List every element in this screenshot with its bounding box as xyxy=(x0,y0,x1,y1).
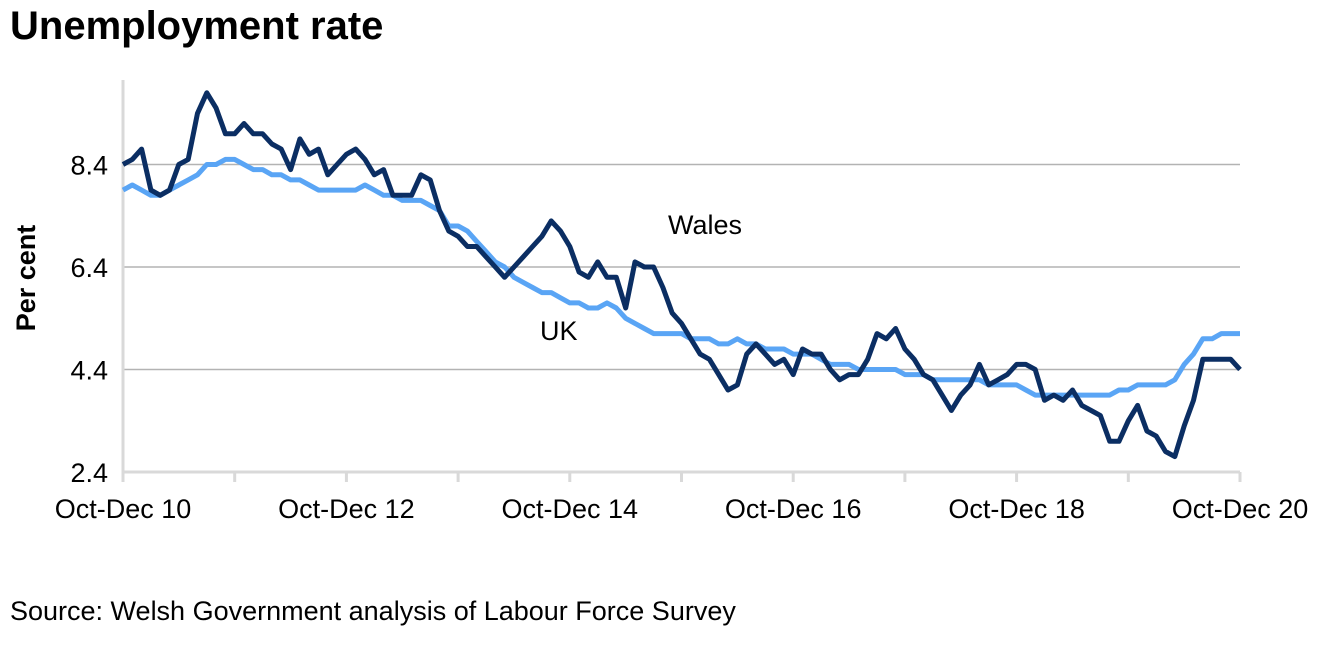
y-axis-label: Per cent xyxy=(11,225,41,332)
source-note: Source: Welsh Government analysis of Lab… xyxy=(10,596,736,626)
axes xyxy=(121,80,1242,482)
y-tick-label: 6.4 xyxy=(70,253,108,283)
y-tick-label: 2.4 xyxy=(70,458,108,488)
series-label-wales: Wales xyxy=(668,210,742,240)
x-tick-label: Oct-Dec 12 xyxy=(278,494,415,524)
y-tick-label: 8.4 xyxy=(70,151,108,181)
chart-title: Unemployment rate xyxy=(10,4,384,48)
x-tick-label: Oct-Dec 20 xyxy=(1172,494,1309,524)
gridlines xyxy=(123,163,1240,371)
y-tick-labels: 2.4 4.4 6.4 8.4 xyxy=(70,151,108,489)
y-tick-label: 4.4 xyxy=(70,356,108,386)
x-tick-labels: Oct-Dec 10 Oct-Dec 12 Oct-Dec 14 Oct-Dec 16… xyxy=(55,494,1309,524)
series-lines xyxy=(121,90,1242,460)
x-tick-label: Oct-Dec 16 xyxy=(725,494,862,524)
series-line-uk xyxy=(121,156,1240,398)
line-chart: 2.44.46.48.4 Oct-Dec 10 Oct-Dec 12 Oct-Dec… xyxy=(11,80,1309,524)
x-tick-label: Oct-Dec 10 xyxy=(55,494,192,524)
x-tick-label: Oct-Dec 18 xyxy=(948,494,1085,524)
series-label-uk: UK xyxy=(540,316,578,346)
series-line-wales xyxy=(121,90,1242,460)
x-tick-label: Oct-Dec 14 xyxy=(502,494,639,524)
